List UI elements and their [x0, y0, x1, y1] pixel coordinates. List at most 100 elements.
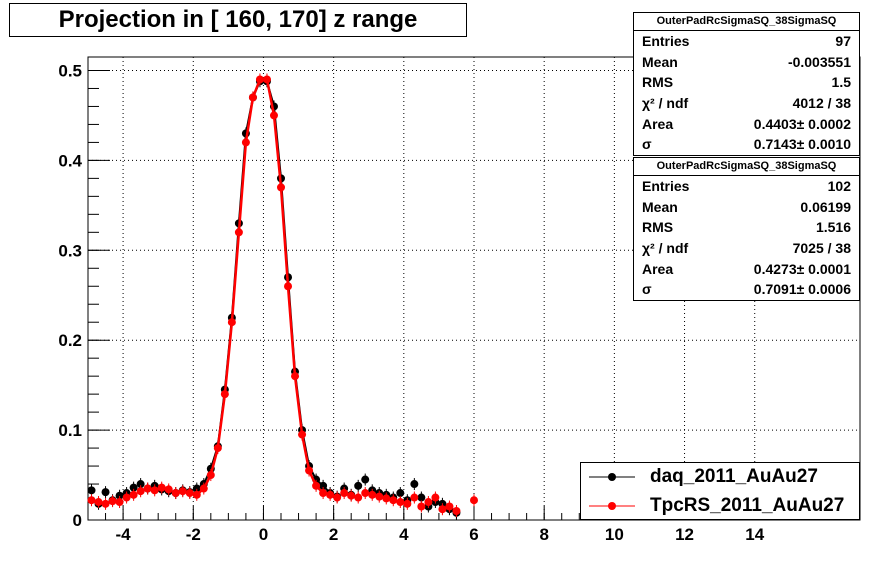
x-tick-label: 12 [675, 525, 694, 544]
data-point [438, 505, 447, 514]
data-point [284, 282, 293, 291]
legend-label: TpcRS_2011_AuAu27 [650, 495, 845, 516]
data-point [368, 490, 377, 499]
data-point [101, 499, 110, 508]
x-tick-label: 10 [605, 525, 624, 544]
data-point [192, 484, 201, 493]
data-point [277, 183, 285, 192]
data-point [171, 489, 180, 498]
stat-row-sigma: σ 0.7143± 0.0010 [642, 136, 851, 153]
legend-entry-tpcrs: TpcRS_2011_AuAu27 [581, 492, 859, 520]
x-tick-label: 6 [469, 525, 478, 544]
stat-row-sigma: σ 0.7091± 0.0006 [642, 281, 851, 298]
y-tick-label: 0.3 [58, 241, 82, 260]
data-point [347, 491, 356, 500]
data-point [213, 444, 222, 453]
data-point [319, 481, 328, 490]
data-point [410, 493, 419, 502]
data-point [305, 466, 314, 475]
data-point [326, 490, 335, 499]
legend-label: daq_2011_AuAu27 [650, 466, 818, 487]
stats-header: OuterPadRcSigmaSQ_38SigmaSQ [634, 13, 859, 31]
data-point [87, 486, 96, 495]
y-tick-label: 0.5 [58, 61, 82, 80]
stat-row-mean: Mean -0.003551 [642, 53, 851, 70]
x-tick-label: 4 [399, 525, 409, 544]
data-point [354, 493, 363, 502]
data-point [115, 498, 124, 507]
data-point [382, 494, 391, 503]
stats-header: OuterPadRcSigmaSQ_38SigmaSQ [634, 158, 859, 176]
data-series [87, 73, 478, 519]
data-point [262, 75, 271, 84]
data-point [361, 475, 370, 484]
data-point [122, 493, 131, 502]
y-tick-label: 0.4 [58, 151, 82, 170]
data-point [220, 390, 229, 399]
data-point [115, 491, 124, 500]
data-point [333, 493, 342, 502]
data-point [361, 489, 370, 498]
stat-row-area: Area 0.4273± 0.0001 [642, 260, 851, 277]
data-point [234, 228, 243, 237]
y-tick-label: 0.1 [58, 421, 82, 440]
data-point [269, 111, 278, 120]
legend-marker-black [589, 473, 635, 481]
data-point [424, 498, 433, 507]
data-point [206, 471, 215, 480]
x-tick-label: -4 [116, 525, 132, 544]
data-point [94, 498, 103, 507]
data-point [396, 498, 405, 507]
stat-row-rms: RMS 1.516 [642, 219, 851, 236]
x-tick-label: 0 [259, 525, 268, 544]
grid-lines [88, 57, 860, 520]
stat-row-rms: RMS 1.5 [642, 74, 851, 91]
data-point [143, 484, 152, 493]
x-tick-label: 14 [745, 525, 764, 544]
data-point [396, 489, 405, 498]
stat-row-entries: Entries 102 [642, 178, 851, 194]
y-tick-label: 0.2 [58, 331, 82, 350]
data-point [178, 487, 187, 496]
data-point [192, 490, 201, 499]
data-point [164, 485, 173, 494]
data-point [101, 488, 110, 497]
stat-row-entries: Entries 97 [642, 33, 851, 49]
data-point [340, 489, 349, 498]
data-point [185, 489, 194, 498]
y-tick-label: 0 [73, 511, 82, 530]
stats-box-daq: OuterPadRcSigmaSQ_38SigmaSQ Entries 97 Me… [633, 12, 860, 157]
data-point [108, 497, 117, 506]
fit-curve [196, 80, 331, 494]
legend-marker-red [589, 502, 635, 510]
data-point [431, 493, 440, 502]
data-point [403, 499, 412, 508]
data-point [375, 492, 384, 501]
data-point [445, 502, 454, 511]
data-point [312, 481, 321, 490]
data-point [150, 486, 159, 495]
data-point [389, 496, 398, 505]
data-point [87, 496, 96, 505]
data-point [298, 430, 307, 439]
data-point [417, 502, 426, 511]
series-daq [87, 75, 461, 519]
data-point [157, 483, 166, 492]
data-point [291, 372, 300, 381]
data-point [319, 489, 328, 498]
x-tick-label: 8 [539, 525, 548, 544]
data-point [129, 490, 138, 499]
stat-row-area: Area 0.4403± 0.0002 [642, 115, 851, 132]
data-point [410, 480, 419, 489]
data-point [241, 138, 250, 147]
data-point [417, 493, 426, 502]
stats-box-tpcrs: OuterPadRcSigmaSQ_38SigmaSQ Entries 102 M… [633, 157, 860, 302]
stat-row-chi2: χ² / ndf 7025 / 38 [642, 240, 851, 257]
x-tick-label: 2 [329, 525, 338, 544]
data-point [227, 318, 236, 327]
data-point [199, 484, 208, 493]
data-point [248, 93, 257, 102]
legend: daq_2011_AuAu27 TpcRS_2011_AuAu27 [580, 462, 860, 520]
data-point [136, 480, 145, 489]
